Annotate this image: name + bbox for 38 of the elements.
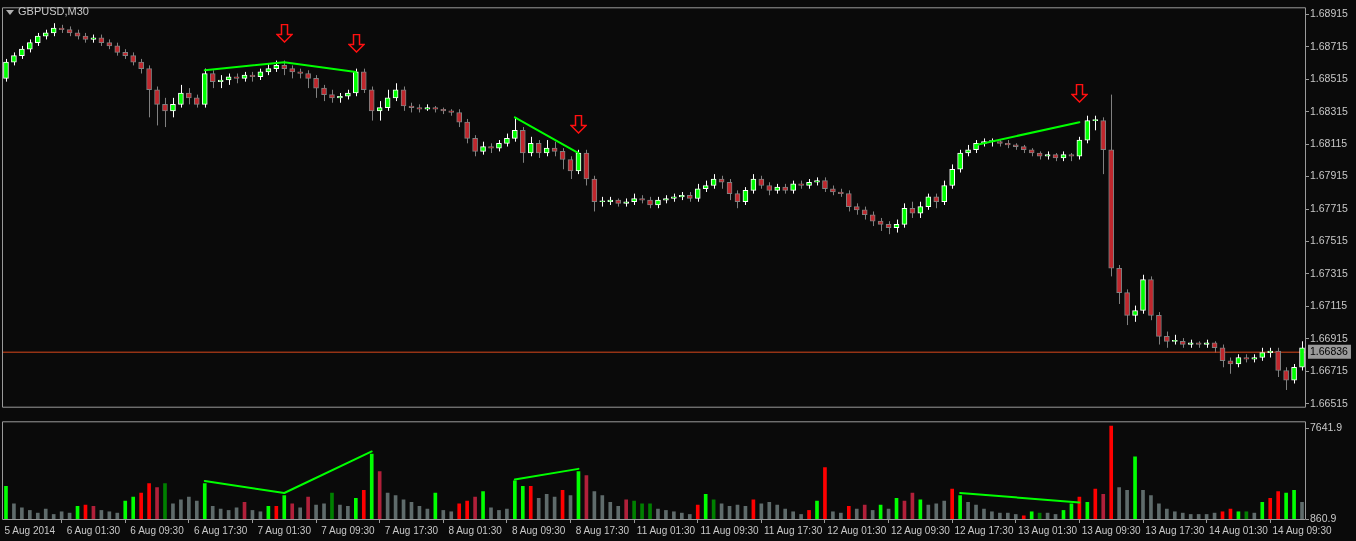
x-tick-label: 8 Aug 01:30	[448, 524, 503, 536]
x-tick-label: 5 Aug 2014	[4, 524, 56, 536]
y-tick-label: 1.68515	[1310, 72, 1349, 85]
y-tick-label: 1.68115	[1310, 137, 1348, 149]
y-tick-label: 1.67315	[1310, 266, 1349, 279]
x-tick-label: 13 Aug 01:30	[1018, 524, 1078, 536]
y-tick-label: 1.67515	[1310, 234, 1349, 247]
x-tick-label: 11 Aug 17:30	[764, 524, 823, 536]
x-tick-label: 7 Aug 01:30	[257, 524, 312, 536]
y-tick-label: 1.68315	[1310, 104, 1349, 117]
chart-title: GBPUSD,M30	[18, 5, 89, 18]
y-tick-label: 860.9	[1310, 511, 1337, 524]
x-tick-label: 6 Aug 09:30	[130, 524, 185, 536]
x-tick-label: 12 Aug 17:30	[954, 524, 1014, 536]
x-tick-label: 11 Aug 09:30	[700, 524, 760, 536]
y-tick-label: 1.67915	[1310, 169, 1349, 182]
x-tick-label: 6 Aug 17:30	[193, 524, 248, 536]
y-tick-label: 1.68715	[1310, 39, 1349, 52]
y-tick-label: 1.66515	[1310, 396, 1349, 409]
y-tick-label: 1.66715	[1310, 364, 1349, 377]
y-tick-label: 7641.9	[1310, 421, 1343, 433]
x-tick-label: 13 Aug 17:30	[1145, 524, 1205, 536]
y-tick-label: 1.67715	[1310, 201, 1349, 214]
x-tick-label: 8 Aug 09:30	[512, 524, 566, 536]
x-tick-label: 7 Aug 09:30	[321, 524, 376, 536]
x-tick-label: 13 Aug 09:30	[1081, 524, 1142, 536]
y-tick-label: 1.67115	[1310, 299, 1348, 312]
y-tick-label: 1.68915	[1310, 7, 1349, 20]
ref-line-label: 1.66836	[1310, 345, 1349, 358]
x-tick-label: 12 Aug 01:30	[827, 524, 887, 536]
x-tick-label: 11 Aug 01:30	[636, 524, 696, 536]
x-tick-label: 7 Aug 17:30	[384, 524, 439, 536]
y-tick-label: 1.66915	[1310, 331, 1349, 344]
x-tick-label: 12 Aug 09:30	[890, 524, 951, 536]
x-tick-label: 14 Aug 09:30	[1272, 524, 1332, 536]
x-tick-label: 6 Aug 01:30	[66, 524, 121, 536]
x-tick-label: 8 Aug 17:30	[575, 524, 630, 536]
x-tick-label: 14 Aug 01:30	[1208, 524, 1269, 536]
